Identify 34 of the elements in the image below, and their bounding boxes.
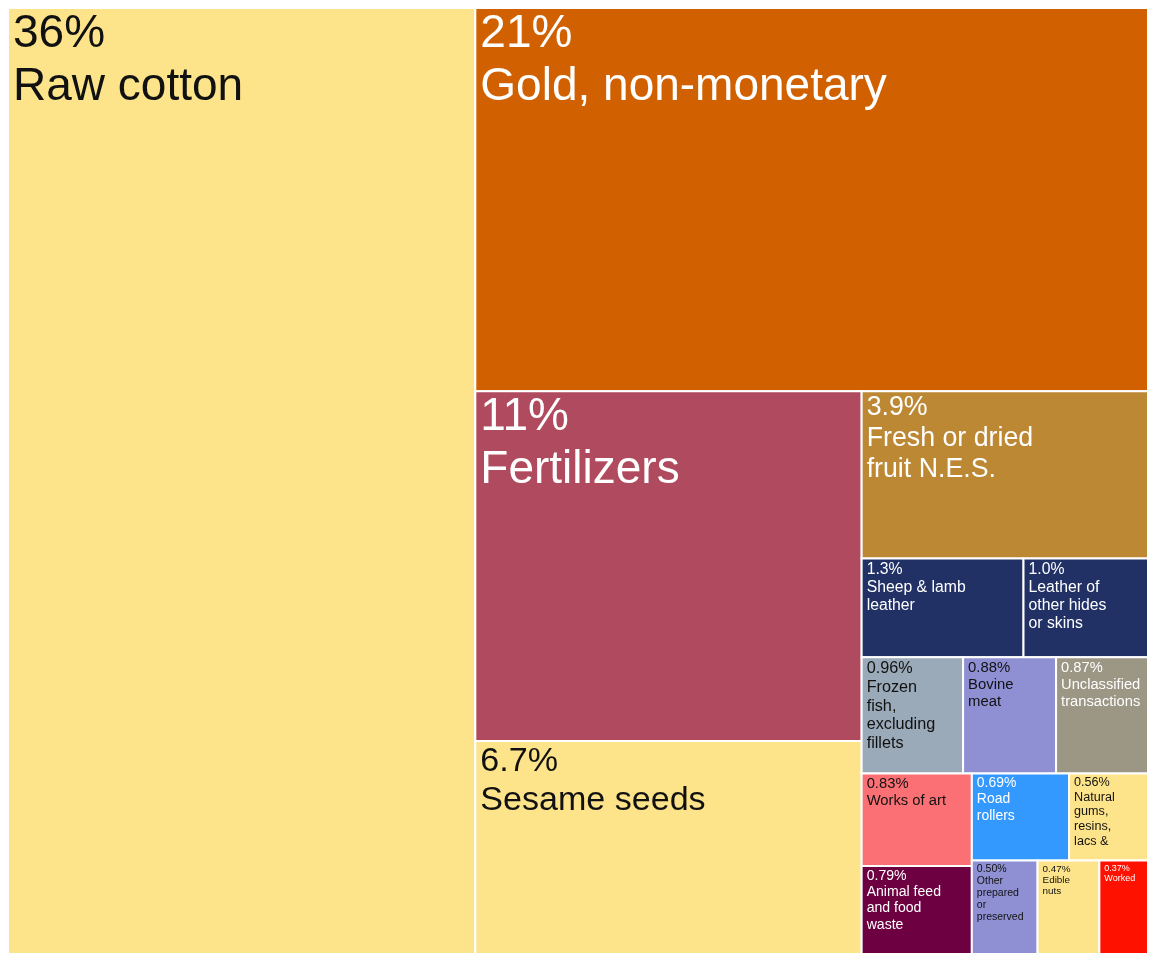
category-label: Fertilizers [480, 441, 680, 494]
category-label: Works of art [866, 792, 947, 809]
category-label: Worked [1104, 872, 1136, 883]
data-label: 0.96% [866, 658, 913, 677]
data-label: 36% [13, 5, 106, 57]
category-label: Frozen fish, excluding fillets [866, 676, 936, 751]
category-label: Natural gums, resins, lacs & [1074, 789, 1115, 848]
category-label: Raw cotton [13, 57, 244, 110]
data-label: 1.3% [866, 559, 903, 577]
category-label: Leather of other hides or skins [1028, 577, 1107, 632]
data-label: 0.88% [968, 659, 1011, 676]
data-label: 0.69% [976, 774, 1017, 791]
data-label: 0.47% [1042, 862, 1071, 874]
data-label: 11% [480, 388, 569, 441]
data-label: 1.0% [1028, 559, 1065, 577]
data-label: 21% [480, 5, 573, 57]
category-label: Bovine meat [968, 676, 1014, 710]
category-label: Sesame seeds [480, 779, 706, 818]
category-label: Gold, non-monetary [480, 57, 887, 110]
category-label: Unclassified transactions [1061, 676, 1141, 710]
data-label: 0.56% [1074, 775, 1110, 790]
category-label: Sheep & lamb leather [866, 577, 966, 613]
data-label: 3.9% [866, 391, 928, 422]
data-label: 6.7% [480, 740, 558, 779]
data-label: 0.79% [866, 866, 908, 883]
data-label: 0.83% [866, 775, 909, 792]
data-label: 0.37% [1104, 862, 1130, 873]
category-label: Fresh or dried fruit N.E.S. [866, 422, 1034, 483]
category-label: Other prepared or preserved [976, 873, 1024, 922]
category-label: Animal feed and food waste [865, 883, 941, 932]
category-label: Road rollers [976, 790, 1015, 823]
data-label: 0.50% [976, 861, 1007, 874]
category-label: Edible nuts [1042, 873, 1071, 897]
data-label: 0.87% [1061, 659, 1103, 676]
